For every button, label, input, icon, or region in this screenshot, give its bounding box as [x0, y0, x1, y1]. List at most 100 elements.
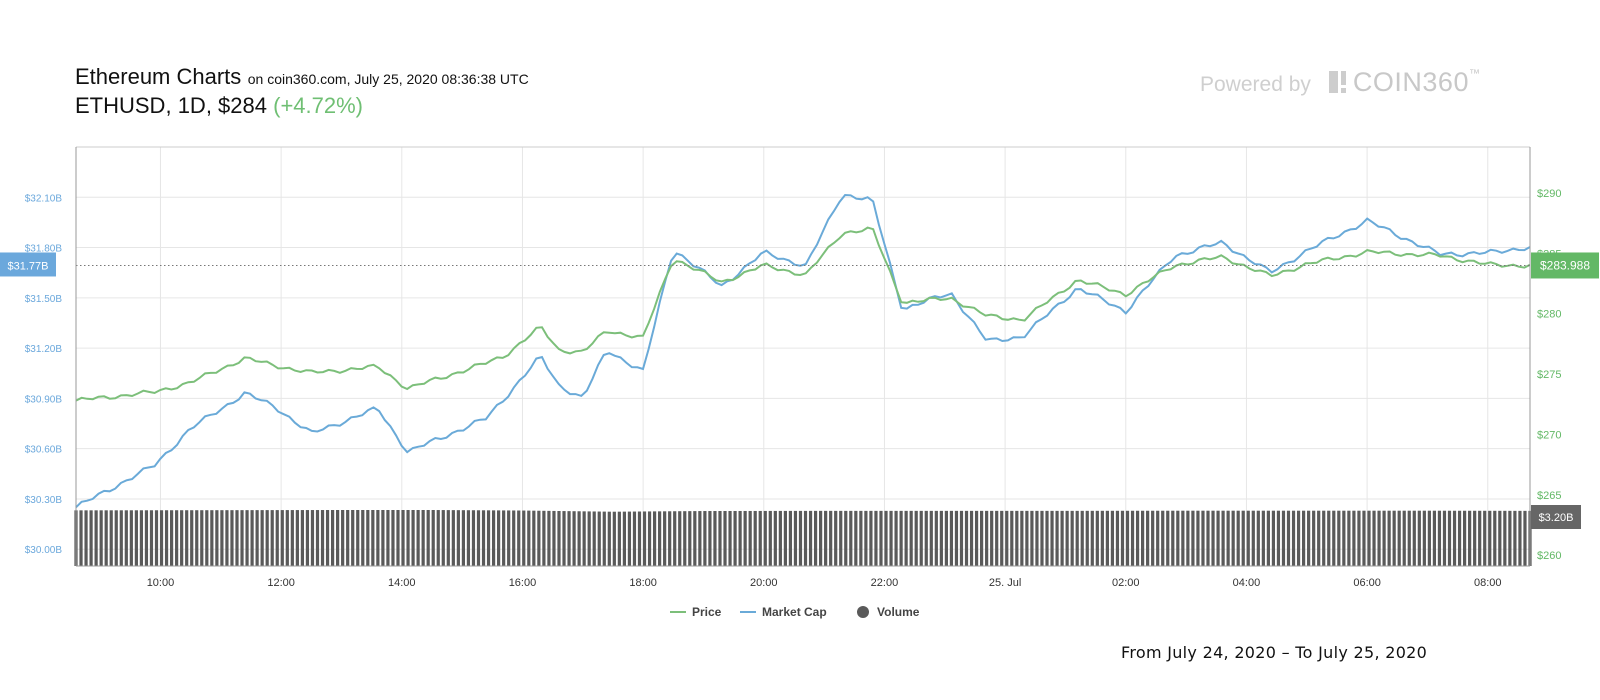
volume-bar — [1513, 510, 1517, 566]
current-market-cap-label-box — [0, 252, 56, 277]
x-tick-label: 08:00 — [1474, 577, 1502, 589]
volume-bar — [758, 510, 762, 566]
volume-bar — [708, 511, 712, 566]
volume-bar — [693, 511, 697, 566]
volume-bar — [698, 511, 702, 566]
volume-bar — [154, 510, 159, 566]
volume-bar — [1432, 510, 1437, 566]
volume-bar — [200, 510, 204, 566]
volume-bar — [1176, 510, 1180, 566]
volume-bar — [491, 510, 496, 566]
volume-bar — [1005, 510, 1009, 566]
volume-bar — [235, 510, 239, 566]
volume-bar — [954, 510, 959, 566]
volume-bar — [939, 510, 943, 566]
legend-item-price[interactable]: Price — [670, 605, 722, 619]
volume-bar — [396, 510, 400, 566]
legend-item-volume[interactable]: Volume — [857, 605, 920, 619]
volume-bar — [904, 510, 908, 566]
volume-bar — [1105, 510, 1109, 566]
volume-bar — [1130, 510, 1135, 566]
volume-bar — [305, 510, 310, 566]
volume-bar — [1015, 510, 1019, 566]
volume-bar — [522, 510, 526, 566]
volume-bar — [436, 510, 440, 566]
volume-bar — [426, 510, 430, 566]
volume-bar — [1191, 510, 1195, 566]
volume-bar — [1392, 510, 1396, 566]
brand-name: COIN360 — [1352, 67, 1469, 97]
y-left-tick-label: $31.50B — [25, 294, 63, 305]
volume-bar — [683, 511, 687, 566]
volume-bar — [995, 510, 999, 566]
volume-bar — [723, 511, 727, 566]
volume-bar — [1196, 510, 1200, 566]
volume-bar — [406, 510, 410, 566]
volume-bar — [642, 511, 647, 566]
volume-bar — [743, 510, 747, 566]
x-tick-label: 14:00 — [388, 577, 416, 589]
volume-bar — [230, 510, 234, 566]
volume-bar — [94, 510, 98, 566]
volume-bar — [225, 510, 229, 566]
volume-bar — [300, 510, 305, 566]
x-tick-label: 12:00 — [267, 577, 295, 589]
volume-bar — [421, 510, 425, 566]
volume-bar — [1216, 510, 1220, 566]
brand-trademark: ™ — [1468, 68, 1480, 80]
x-tick-label: 10:00 — [147, 577, 175, 589]
volume-bar — [914, 510, 918, 566]
volume-bar — [1010, 510, 1014, 566]
current-volume-label-box — [1531, 505, 1581, 529]
chart-legend[interactable]: Price Market Cap Volume — [670, 605, 920, 619]
legend-label: Price — [692, 605, 722, 619]
volume-bar — [587, 511, 591, 566]
volume-bar — [195, 510, 199, 566]
volume-bar — [320, 510, 325, 566]
volume-bar — [1035, 510, 1039, 566]
coin360-logo-icon — [1328, 70, 1351, 100]
volume-bar — [1332, 510, 1336, 566]
volume-bar — [1442, 510, 1447, 566]
volume-bar — [210, 510, 214, 566]
volume-bar — [919, 510, 923, 566]
chart-grid — [76, 147, 1530, 566]
x-tick-label: 22:00 — [871, 577, 899, 589]
market-cap-line — [75, 193, 1531, 509]
volume-bar — [1166, 510, 1170, 566]
volume-bar — [175, 510, 179, 566]
current-price-label-box — [1531, 252, 1599, 279]
volume-bar — [1457, 510, 1462, 566]
volume-bar — [668, 511, 672, 566]
volume-bar — [416, 510, 420, 566]
volume-bar — [829, 510, 833, 566]
volume-bar — [1241, 510, 1245, 566]
volume-bar — [567, 511, 571, 566]
volume-bar — [1095, 510, 1099, 566]
volume-bar — [134, 510, 138, 566]
volume-bar — [879, 510, 883, 566]
volume-bar — [270, 510, 274, 566]
volume-bar — [1226, 510, 1230, 566]
volume-bar — [220, 510, 224, 566]
volume-bar — [1256, 510, 1260, 566]
volume-bar — [1251, 510, 1255, 566]
volume-bar — [884, 510, 888, 566]
volume-bar — [622, 511, 626, 566]
volume-bar — [1387, 510, 1391, 566]
volume-bar — [260, 510, 264, 566]
volume-bar — [1312, 510, 1316, 566]
date-range-caption: From July 24, 2020 – To July 25, 2020 — [1121, 643, 1428, 662]
volume-bar — [164, 510, 169, 566]
volume-bar — [240, 510, 244, 566]
volume-bar — [1347, 510, 1351, 566]
volume-bar — [778, 510, 782, 566]
volume-bar — [632, 511, 637, 566]
volume-bar — [839, 510, 843, 566]
volume-bar — [1271, 510, 1276, 566]
legend-item-market-cap[interactable]: Market Cap — [740, 605, 827, 619]
volume-bar — [894, 510, 898, 566]
y-right-tick-label: $265 — [1537, 490, 1561, 502]
volume-bar — [366, 510, 370, 566]
